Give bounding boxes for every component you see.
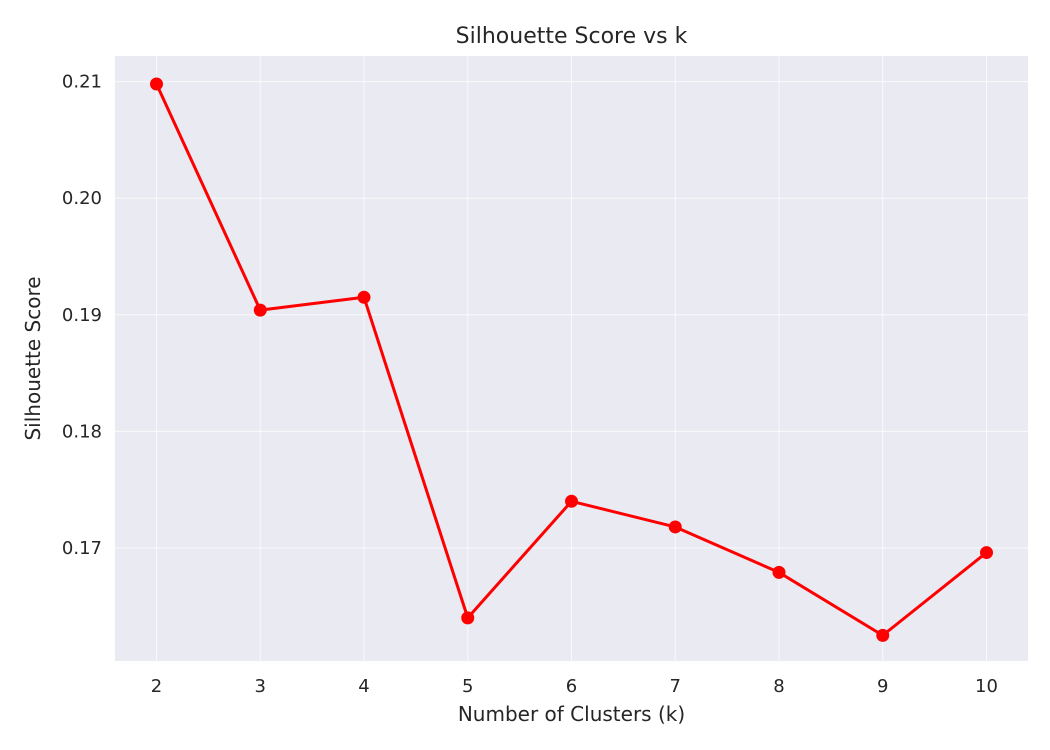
x-tick-label: 6: [566, 676, 577, 697]
x-tick-label: 10: [975, 676, 998, 697]
data-point: [772, 565, 786, 579]
data-point: [668, 520, 682, 534]
y-tick-label: 0.17: [62, 538, 102, 559]
chart-title: Silhouette Score vs k: [456, 24, 688, 49]
data-point: [876, 628, 890, 642]
y-tick-label: 0.19: [62, 305, 102, 326]
x-axis-label: Number of Clusters (k): [458, 702, 685, 726]
data-point: [461, 611, 475, 625]
y-tick-label: 0.18: [62, 421, 102, 442]
x-tick-label: 8: [773, 676, 784, 697]
x-tick-label: 9: [877, 676, 888, 697]
data-point: [150, 77, 163, 91]
data-point: [253, 303, 267, 317]
data-point: [980, 546, 993, 560]
grid: [115, 56, 1028, 661]
data-point: [357, 290, 371, 304]
series-layer: [150, 77, 993, 642]
y-tick-label: 0.21: [62, 72, 102, 93]
x-tick-label: 3: [255, 676, 266, 697]
y-axis-label: Silhouette Score: [21, 276, 45, 440]
x-axis-ticks: 2 3 4 5 6 7 8 9 10: [151, 676, 998, 697]
y-tick-label: 0.20: [62, 188, 102, 209]
x-tick-label: 2: [151, 676, 162, 697]
y-axis-ticks: 0.17 0.18 0.19 0.20 0.21: [62, 72, 102, 559]
x-tick-label: 4: [358, 676, 369, 697]
data-point: [565, 494, 578, 508]
x-tick-label: 7: [670, 676, 681, 697]
x-tick-label: 5: [462, 676, 473, 697]
